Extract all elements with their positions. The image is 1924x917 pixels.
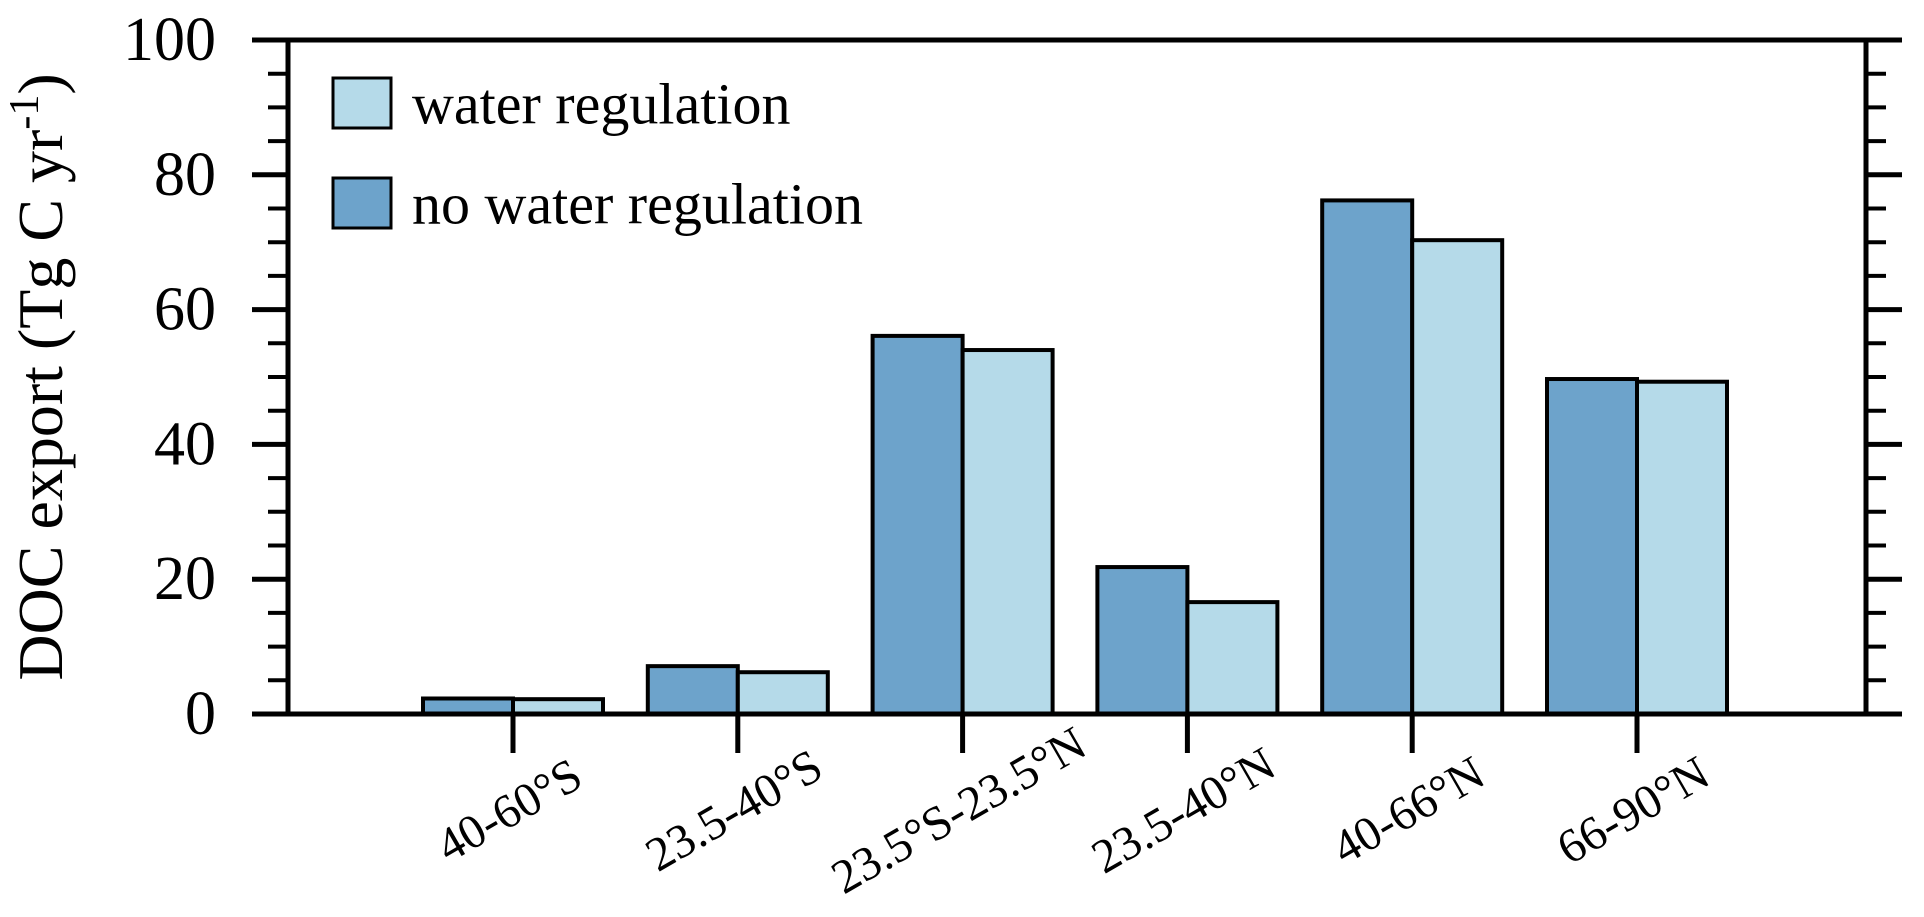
y-tick-label-60: 60 — [154, 276, 216, 344]
legend-swatch-0 — [331, 76, 393, 130]
y-tick-label-20: 20 — [154, 545, 216, 613]
bar-no-water-regulation-4 — [1320, 198, 1415, 717]
y-tick-label-80: 80 — [154, 141, 216, 209]
y-tick-labels: 0 20 40 60 80 100 — [123, 6, 216, 748]
y-axis-label: DOC export (Tg C yr-1) — [2, 73, 76, 680]
bar-water-regulation-5 — [1635, 379, 1729, 716]
bars-group — [421, 198, 1729, 717]
y-tick-label-100: 100 — [123, 6, 216, 74]
y-tick-label-40: 40 — [154, 410, 216, 478]
legend-label-1: no water regulation — [412, 172, 863, 237]
bar-no-water-regulation-3 — [1095, 565, 1190, 716]
bar-water-regulation-4 — [1410, 238, 1505, 716]
legend-label-0: water regulation — [412, 72, 790, 137]
bar-no-water-regulation-2 — [870, 333, 965, 716]
plot-frame — [252, 37, 1902, 717]
bar-water-regulation-3 — [1185, 600, 1280, 717]
y-axis-label-main: DOC export (Tg C yr — [5, 130, 76, 681]
bar-no-water-regulation-5 — [1545, 377, 1639, 716]
legend: water regulation no water regulation — [331, 72, 863, 237]
legend-swatch-1 — [331, 176, 393, 230]
y-tick-label-0: 0 — [185, 680, 216, 748]
bar-water-regulation-2 — [960, 348, 1055, 716]
y-axis-label-close: ) — [5, 73, 76, 94]
y-ticks — [252, 71, 1902, 683]
y-axis-label-superscript: -1 — [2, 95, 48, 130]
bar-no-water-regulation-1 — [645, 664, 740, 716]
bar-water-regulation-1 — [735, 670, 830, 716]
